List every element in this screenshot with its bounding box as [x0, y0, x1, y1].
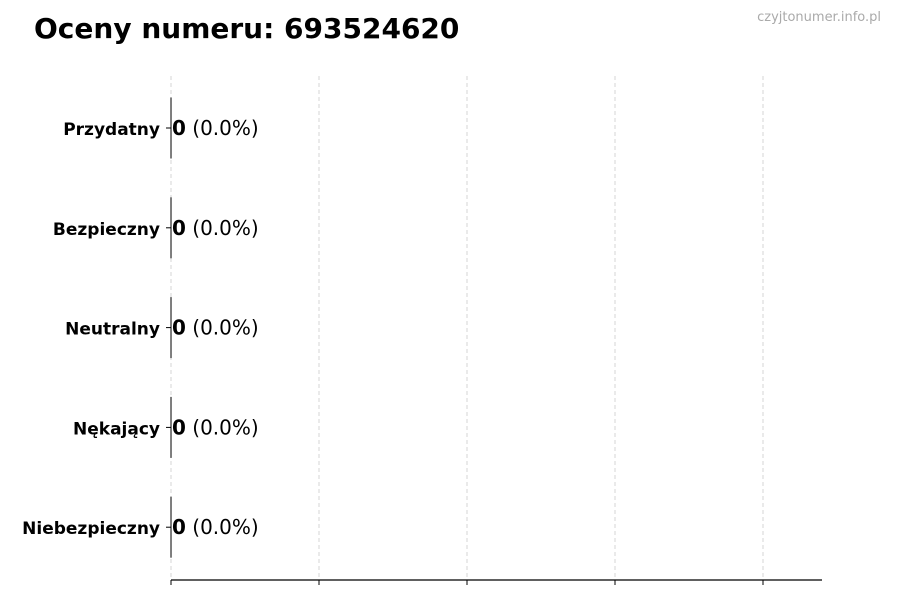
value-label: 0 — [172, 316, 186, 340]
value-label: 0 — [172, 216, 186, 240]
y-tick-label: Przydatny — [63, 120, 160, 140]
chart-title: Oceny numeru: 693524620 — [34, 12, 460, 45]
percent-label: (0.0%) — [186, 415, 259, 439]
y-tick-label: Bezpieczny — [53, 220, 160, 240]
percent-label: (0.0%) — [186, 116, 259, 140]
value-label: 0 — [172, 116, 186, 140]
y-tick-label: Nękający — [73, 419, 160, 439]
percent-label: (0.0%) — [186, 216, 259, 240]
data-label: 0 (0.0%) — [172, 415, 259, 439]
data-label: 0 (0.0%) — [172, 316, 259, 340]
data-label: 0 (0.0%) — [172, 216, 259, 240]
value-label: 0 — [172, 515, 186, 539]
y-tick-label: Niebezpieczny — [22, 519, 160, 539]
watermark: czyjtonumer.info.pl — [757, 10, 881, 25]
data-label: 0 (0.0%) — [172, 515, 259, 539]
percent-label: (0.0%) — [186, 316, 259, 340]
value-label: 0 — [172, 415, 186, 439]
y-tick-label: Neutralny — [65, 320, 160, 340]
percent-label: (0.0%) — [186, 515, 259, 539]
data-label: 0 (0.0%) — [172, 116, 259, 140]
